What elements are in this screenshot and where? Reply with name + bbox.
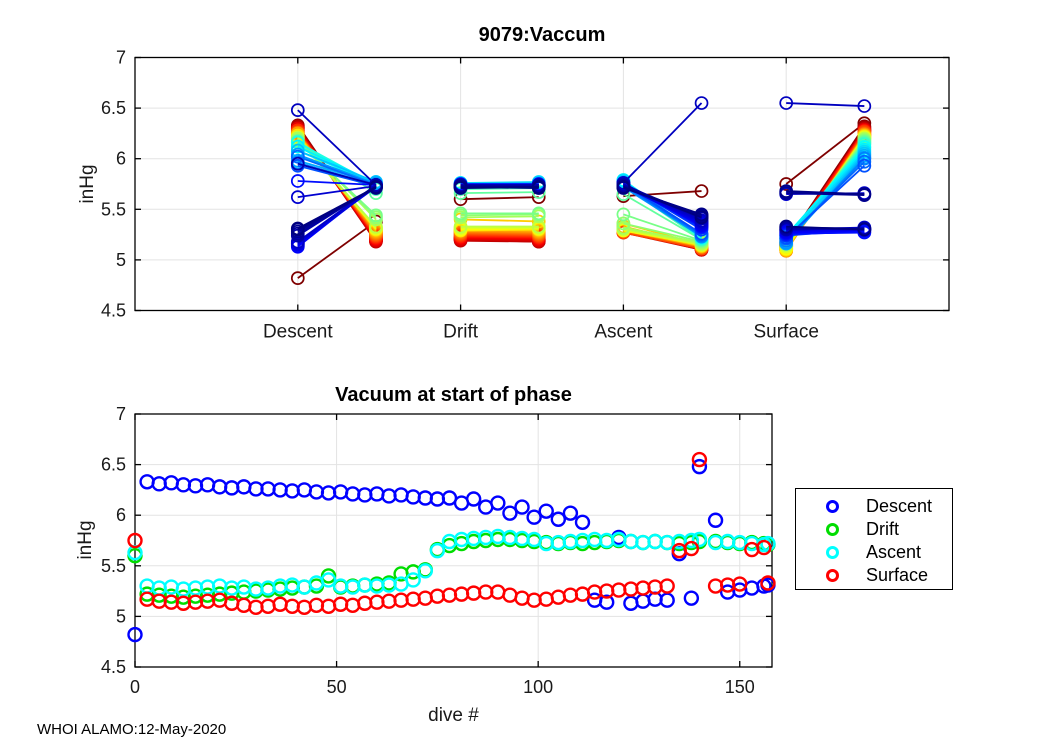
svg-text:Descent: Descent [263, 322, 333, 343]
legend-label-drift: Drift [866, 519, 899, 539]
svg-text:5.5: 5.5 [101, 556, 126, 576]
bottom-ylabel: inHg [75, 520, 96, 560]
svg-text:6.5: 6.5 [101, 98, 126, 118]
svg-text:100: 100 [523, 677, 553, 697]
svg-text:4.5: 4.5 [101, 657, 126, 677]
svg-text:4.5: 4.5 [101, 301, 126, 321]
svg-text:5: 5 [116, 250, 126, 270]
legend-marker-drift-icon [826, 523, 839, 536]
svg-text:7: 7 [116, 404, 126, 424]
bottom-chart-title: Vacuum at start of phase [335, 384, 572, 406]
top-ylabel: inHg [77, 164, 98, 204]
svg-text:Surface: Surface [753, 322, 818, 343]
legend-marker-ascent-icon [826, 546, 839, 559]
legend-label-surface: Surface [866, 565, 929, 585]
svg-text:6: 6 [116, 149, 126, 169]
legend-marker-descent-icon [826, 500, 839, 513]
svg-text:150: 150 [725, 677, 755, 697]
svg-text:5: 5 [116, 606, 126, 626]
legend-marker-surface-icon [826, 569, 839, 582]
svg-text:0: 0 [130, 677, 140, 697]
legend-label-descent: Descent [866, 496, 933, 516]
legend-item-descent: Descent [796, 495, 952, 518]
svg-text:6.5: 6.5 [101, 455, 126, 475]
svg-text:50: 50 [327, 677, 347, 697]
svg-text:Drift: Drift [443, 322, 479, 343]
svg-text:6: 6 [116, 505, 126, 525]
legend-label-ascent: Ascent [866, 542, 922, 562]
legend-item-ascent: Ascent [796, 541, 952, 564]
footer-text: WHOI ALAMO:12-May-2020 [37, 721, 227, 738]
legend-item-drift: Drift [796, 518, 952, 541]
svg-text:Ascent: Ascent [594, 322, 653, 343]
top-chart-title: 9079:Vaccum [478, 24, 606, 46]
legend: Descent Drift Ascent Surface [795, 488, 953, 590]
svg-text:5.5: 5.5 [101, 199, 126, 219]
bottom-xlabel: dive # [428, 705, 479, 726]
legend-item-surface: Surface [796, 564, 952, 587]
svg-text:7: 7 [116, 48, 126, 68]
